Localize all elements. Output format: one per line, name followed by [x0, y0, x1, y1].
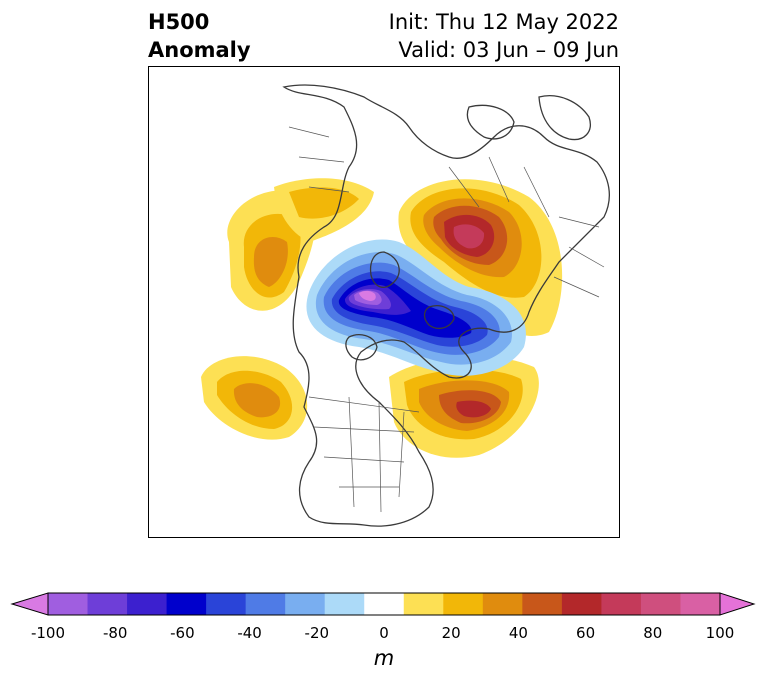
colorbar-tick-label: 100 [705, 624, 735, 642]
colorbar-tick-label: 40 [508, 624, 528, 642]
map-canvas [201, 84, 610, 527]
colorbar-extend-min [10, 592, 49, 616]
colorbar-unit: m [373, 646, 395, 670]
colorbar-tick-label: -80 [102, 624, 128, 642]
colorbar-cell [601, 593, 642, 615]
colorbar-cell [245, 593, 286, 615]
colorbar-outline [47, 592, 721, 616]
colorbar-cell [166, 593, 207, 615]
colorbar-tick-label: -100 [30, 624, 66, 642]
anomaly-map [148, 66, 620, 538]
map-title: H500 Anomaly [148, 8, 251, 64]
colorbar-cell [522, 593, 563, 615]
colorbar-tick-label: 60 [576, 624, 596, 642]
colorbar-tick-label: 0 [379, 624, 389, 642]
coastlines [282, 84, 610, 527]
field-high-alaska [227, 178, 374, 311]
colorbar-cell [206, 593, 247, 615]
colorbar-extend-max [719, 592, 756, 616]
init-date: Init: Thu 12 May 2022 [388, 10, 619, 34]
colorbar-cell [561, 593, 602, 615]
colorbar-cell [285, 593, 326, 615]
colorbar-tick-label: 80 [643, 624, 663, 642]
political-borders [288, 126, 605, 513]
colorbar-cell [403, 593, 444, 615]
valid-range: Valid: 03 Jun – 09 Jun [398, 38, 619, 62]
colorbar-cell [127, 593, 168, 615]
colorbar-tick-label: -40 [237, 624, 262, 642]
colorbar-cells [10, 592, 756, 616]
colorbar-cell [443, 593, 484, 615]
colorbar-tick-label: -20 [304, 624, 330, 642]
colorbar-ticks: -100 -80 -60 -40 -20 0 20 40 60 80 100 [0, 624, 768, 644]
colorbar-cell [48, 593, 89, 615]
title-line1: H500 [148, 10, 210, 34]
title-line2: Anomaly [148, 38, 251, 62]
field-high-eurasia [398, 179, 563, 336]
colorbar-cell [680, 593, 721, 615]
colorbar-cell [364, 593, 405, 615]
colorbar-cell [640, 593, 681, 615]
field-central-low [306, 239, 526, 376]
colorbar-cell [87, 593, 128, 615]
field-high-pacific [201, 356, 308, 440]
colorbar-cell [482, 593, 523, 615]
colorbar [10, 592, 756, 616]
colorbar-tick-label: -60 [170, 624, 195, 642]
field-high-atlantic [389, 356, 539, 458]
colorbar-tick-label: 20 [441, 624, 461, 642]
map-subtitle: Init: Thu 12 May 2022 Valid: 03 Jun – 09… [389, 8, 619, 64]
colorbar-cell [324, 593, 365, 615]
